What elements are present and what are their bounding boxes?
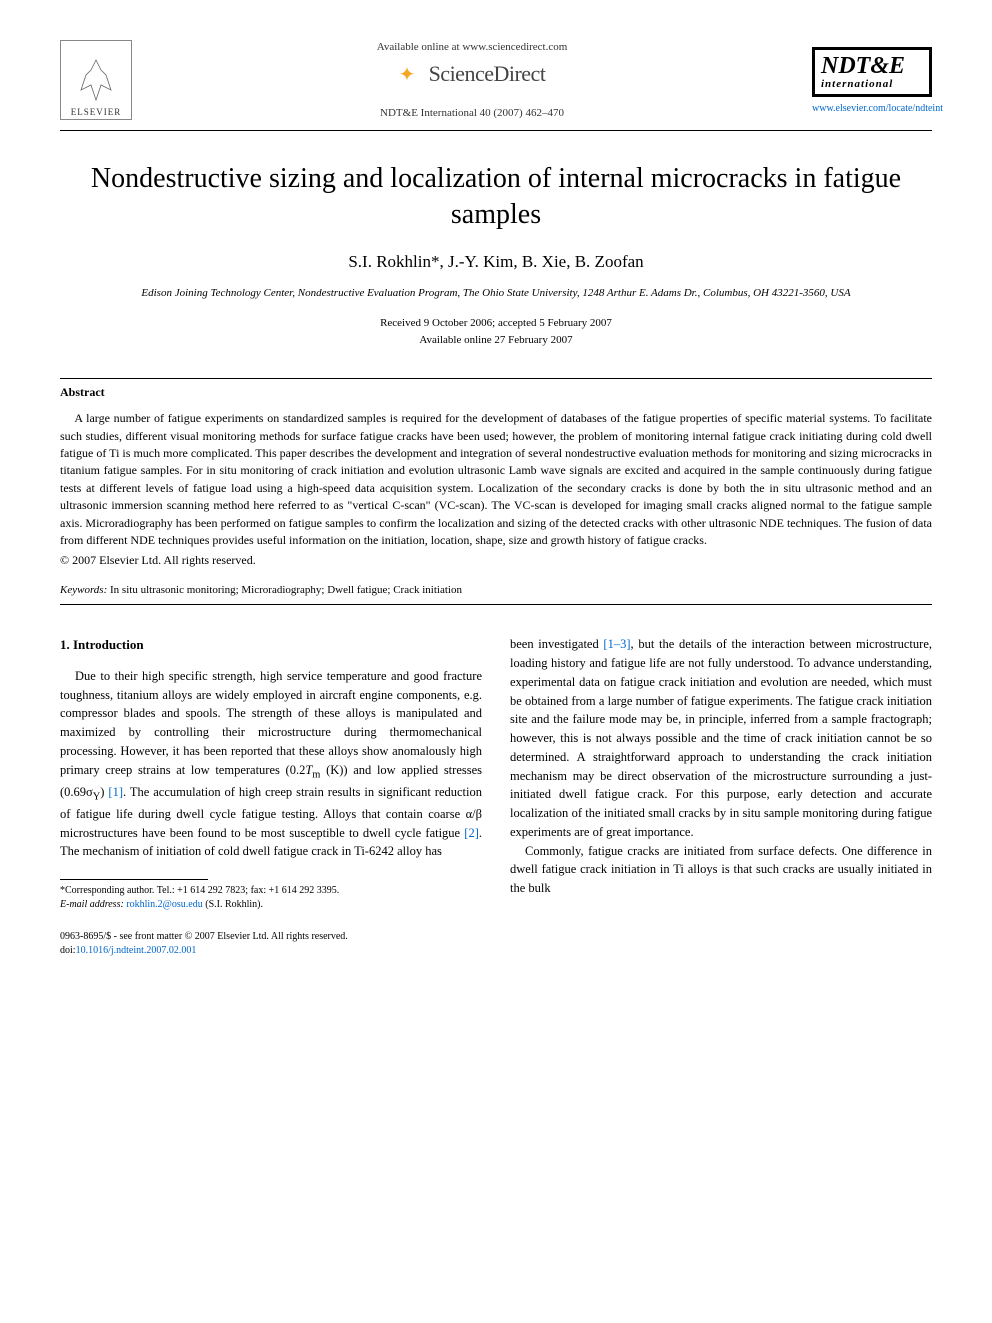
copyright: © 2007 Elsevier Ltd. All rights reserved… bbox=[60, 553, 932, 568]
abstract-bottom-divider bbox=[60, 604, 932, 605]
ref-link-1-3[interactable]: [1–3] bbox=[603, 637, 630, 651]
doi-link[interactable]: 10.1016/j.ndteint.2007.02.001 bbox=[76, 945, 197, 956]
left-column: 1. Introduction Due to their high specif… bbox=[60, 635, 482, 958]
keywords-row: Keywords: In situ ultrasonic monitoring;… bbox=[60, 584, 932, 596]
ref-link-2[interactable]: [2] bbox=[464, 826, 479, 840]
email-name: (S.I. Rokhlin). bbox=[203, 899, 263, 910]
journal-reference: NDT&E International 40 (2007) 462–470 bbox=[132, 107, 812, 119]
available-date: Available online 27 February 2007 bbox=[419, 334, 572, 346]
abstract-paragraph: A large number of fatigue experiments on… bbox=[60, 410, 932, 549]
abstract-text: A large number of fatigue experiments on… bbox=[60, 410, 932, 549]
elsevier-label: ELSEVIER bbox=[71, 107, 122, 117]
ndte-box: NDT&E international bbox=[812, 47, 932, 97]
section-heading: 1. Introduction bbox=[60, 635, 482, 655]
elsevier-logo: ELSEVIER bbox=[60, 40, 132, 120]
elsevier-tree-icon bbox=[66, 52, 126, 107]
corresponding-author: *Corresponding author. Tel.: +1 614 292 … bbox=[60, 884, 482, 898]
footer-info: 0963-8695/$ - see front matter © 2007 El… bbox=[60, 930, 482, 958]
abstract-top-divider bbox=[60, 378, 932, 379]
body-columns: 1. Introduction Due to their high specif… bbox=[60, 635, 932, 958]
center-header: Available online at www.sciencedirect.co… bbox=[132, 41, 812, 119]
doi-label: doi: bbox=[60, 945, 76, 956]
received-date: Received 9 October 2006; accepted 5 Febr… bbox=[380, 317, 612, 329]
sciencedirect-icon bbox=[399, 62, 423, 86]
header-divider bbox=[60, 130, 932, 131]
abstract-heading: Abstract bbox=[60, 385, 932, 400]
doi-row: doi:10.1016/j.ndteint.2007.02.001 bbox=[60, 944, 482, 958]
authors: S.I. Rokhlin*, J.-Y. Kim, B. Xie, B. Zoo… bbox=[60, 252, 932, 272]
intro-paragraph-2: Commonly, fatigue cracks are initiated f… bbox=[510, 842, 932, 898]
intro-paragraph-1-cont: been investigated [1–3], but the details… bbox=[510, 635, 932, 841]
sciencedirect-brand: ScienceDirect bbox=[132, 61, 812, 87]
email-link[interactable]: rokhlin.2@osu.edu bbox=[124, 899, 203, 910]
email-row: E-mail address: rokhlin.2@osu.edu (S.I. … bbox=[60, 898, 482, 912]
footnote: *Corresponding author. Tel.: +1 614 292 … bbox=[60, 884, 482, 912]
available-online-text: Available online at www.sciencedirect.co… bbox=[132, 41, 812, 53]
journal-logo: NDT&E international www.elsevier.com/loc… bbox=[812, 47, 932, 114]
ndte-subtitle: international bbox=[821, 78, 923, 90]
ref-link-1[interactable]: [1] bbox=[108, 785, 123, 799]
right-column: been investigated [1–3], but the details… bbox=[510, 635, 932, 958]
ndte-title: NDT&E bbox=[821, 54, 923, 78]
journal-url[interactable]: www.elsevier.com/locate/ndteint bbox=[812, 103, 932, 114]
sciencedirect-text: ScienceDirect bbox=[429, 61, 546, 87]
header-row: ELSEVIER Available online at www.science… bbox=[60, 40, 932, 120]
article-title: Nondestructive sizing and localization o… bbox=[60, 161, 932, 234]
keywords-text: In situ ultrasonic monitoring; Microradi… bbox=[107, 584, 462, 596]
email-label: E-mail address: bbox=[60, 899, 124, 910]
intro-paragraph-1: Due to their high specific strength, hig… bbox=[60, 667, 482, 861]
footnote-divider bbox=[60, 879, 208, 880]
issn-text: 0963-8695/$ - see front matter © 2007 El… bbox=[60, 930, 482, 944]
affiliation: Edison Joining Technology Center, Nondes… bbox=[60, 286, 932, 301]
article-dates: Received 9 October 2006; accepted 5 Febr… bbox=[60, 315, 932, 348]
keywords-label: Keywords: bbox=[60, 584, 107, 596]
